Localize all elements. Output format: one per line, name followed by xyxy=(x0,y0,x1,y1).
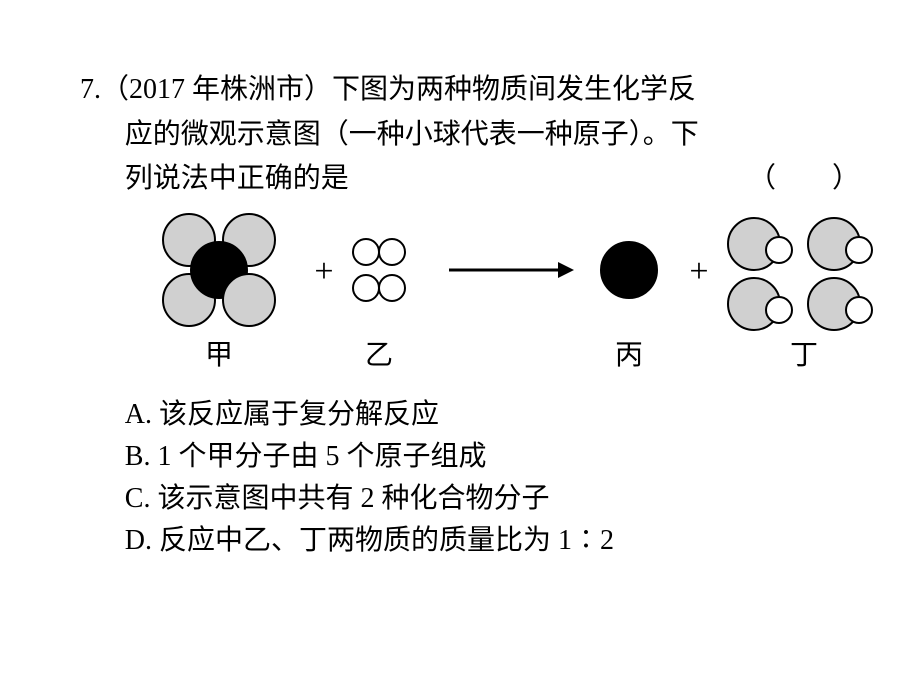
atom-black xyxy=(601,242,657,298)
label-jia: 甲 xyxy=(205,340,233,371)
molecule-ding xyxy=(728,218,872,330)
atom-small xyxy=(379,239,405,265)
option-a: A. 该反应属于复分解反应 xyxy=(125,394,860,436)
reaction-arrow xyxy=(449,262,574,278)
atom-small xyxy=(766,297,792,323)
molecule-yi xyxy=(353,239,405,301)
plus-sign: + xyxy=(689,253,708,290)
atom-small xyxy=(766,237,792,263)
question-line2: 应的微观示意图（一种小球代表一种原子）。下 xyxy=(80,115,860,156)
options-block: A. 该反应属于复分解反应 B. 1 个甲分子由 5 个原子组成 C. 该示意图… xyxy=(80,394,860,562)
plus-sign: + xyxy=(314,253,333,290)
molecule-bing xyxy=(601,242,657,298)
atom-small xyxy=(379,275,405,301)
label-ding: 丁 xyxy=(790,340,818,371)
atom-small xyxy=(353,275,379,301)
answer-bracket: （ ） xyxy=(748,159,860,200)
molecule-jia xyxy=(163,214,275,326)
question-stem-a: 下图为两种物质间发生化学反 xyxy=(332,74,696,105)
reaction-diagram: + + xyxy=(124,212,884,382)
atom-small xyxy=(846,237,872,263)
atom-small xyxy=(353,239,379,265)
label-yi: 乙 xyxy=(365,340,393,371)
option-b: B. 1 个甲分子由 5 个原子组成 xyxy=(125,436,860,478)
question-line3: 列说法中正确的是 （ ） xyxy=(80,159,860,200)
question-number: 7. xyxy=(80,74,101,105)
atom-small xyxy=(846,297,872,323)
question-line1: 7.（2017 年株洲市）下图为两种物质间发生化学反 xyxy=(80,70,860,111)
question-source: （2017 年株洲市） xyxy=(101,74,332,105)
option-c: C. 该示意图中共有 2 种化合物分子 xyxy=(125,478,860,520)
atom-gray xyxy=(223,274,275,326)
question-line3a: 列说法中正确的是 xyxy=(125,159,349,200)
label-bing: 丙 xyxy=(615,340,643,371)
option-d: D. 反应中乙、丁两物质的质量比为 1∶2 xyxy=(125,520,860,562)
